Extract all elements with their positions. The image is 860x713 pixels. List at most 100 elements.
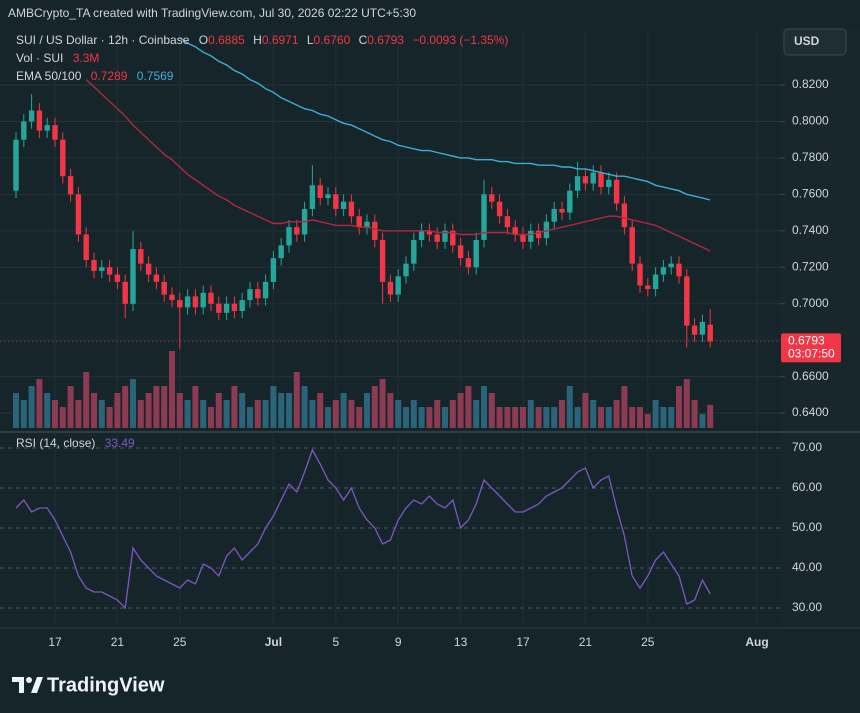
volume-bar (340, 393, 347, 428)
candle-body (21, 121, 27, 140)
candle-body (699, 321, 706, 335)
y-tick-label: 0.8200 (792, 77, 829, 91)
candle-body (543, 221, 550, 239)
candle-body (590, 172, 596, 184)
volume-bar (481, 386, 487, 428)
candle-body (340, 201, 347, 209)
candle-body (36, 110, 43, 131)
ema-line (179, 37, 711, 201)
volume-layer (13, 351, 714, 428)
candle-body (44, 125, 50, 131)
volume-bar (239, 393, 246, 428)
close-value: 0.6793 (367, 33, 404, 47)
volume-bar (426, 407, 433, 428)
volume-bar (75, 400, 82, 428)
candle-body (200, 292, 206, 308)
candle-body (481, 194, 487, 240)
volume-bar (668, 407, 675, 428)
volume-bar (231, 386, 238, 428)
candle-body (652, 274, 659, 290)
volume-bar (434, 400, 441, 428)
rsi-value: 33.49 (105, 436, 135, 450)
volume-bar (200, 400, 207, 428)
volume-bar (410, 400, 417, 428)
y-tick-label: 0.7800 (792, 150, 829, 164)
volume-bar (551, 407, 558, 428)
volume-bar (36, 379, 43, 428)
y-tick-label: 0.7400 (792, 223, 829, 237)
candle-body (138, 249, 144, 264)
candle-body (294, 227, 300, 235)
volume-bar (582, 393, 589, 428)
candle-body (535, 230, 542, 239)
candle-body (551, 208, 557, 222)
symbol-title: SUI / US Dollar · 12h · Coinbase (16, 33, 190, 47)
candle-body (660, 267, 667, 275)
currency-label[interactable]: USD (794, 34, 820, 48)
candle-body (411, 239, 417, 264)
y-tick-label: 0.8000 (792, 114, 829, 128)
candle-body (278, 245, 284, 259)
volume-value: 3.3M (73, 51, 100, 65)
volume-bar (161, 386, 168, 428)
volume-bar (106, 407, 113, 428)
candle-body (676, 263, 682, 277)
candle-body (247, 289, 253, 301)
candle-body (192, 296, 199, 308)
candle-body (707, 324, 713, 342)
volume-bar (652, 400, 659, 428)
volume-bar (184, 400, 191, 428)
rsi-layer (15, 448, 711, 610)
candle-body (668, 263, 674, 268)
volume-bar (566, 386, 573, 428)
volume-bar (192, 386, 199, 428)
candle-body (130, 249, 136, 304)
ema100-value: 0.7569 (137, 69, 174, 83)
volume-bar (176, 393, 183, 428)
candle-body (99, 267, 105, 271)
x-tick-label: 5 (332, 635, 339, 649)
candle-body (169, 294, 175, 301)
volume-bar (512, 407, 519, 428)
candle-body (613, 179, 620, 204)
volume-bar (83, 372, 90, 428)
volume-legend: Vol · SUI 3.3M (16, 51, 99, 65)
candle-body (317, 185, 323, 199)
volume-bar (247, 407, 253, 428)
candle-body (13, 139, 19, 191)
y-tick-label: 0.6400 (792, 405, 829, 419)
candle-body (255, 289, 261, 299)
volume-bar (364, 393, 370, 428)
ema-layer (0, 37, 780, 342)
volume-bar (465, 386, 472, 428)
candle-body (426, 230, 433, 235)
candle-body (270, 258, 277, 282)
y-tick-label: 0.7000 (792, 296, 829, 310)
logo-mark-v (31, 677, 43, 693)
candle-body (91, 259, 97, 271)
volume-bar (169, 351, 175, 428)
volume-bar (262, 400, 269, 428)
currency-button-box[interactable] (783, 28, 847, 56)
candle-body (262, 281, 269, 299)
candle-body (379, 239, 386, 282)
rsi-label: RSI (14, close) (16, 436, 95, 450)
candle-body (67, 176, 74, 195)
rsi-tick-label: 40.00 (792, 560, 822, 574)
candle-layer (13, 94, 713, 350)
volume-bar (91, 393, 97, 428)
volume-bar (293, 372, 300, 428)
candle-body (598, 172, 604, 188)
volume-bar (660, 407, 667, 428)
label-layer: 0.64000.66000.68000.70000.72000.74000.76… (48, 77, 829, 649)
candle-body (216, 303, 222, 313)
volume-bar (457, 393, 464, 428)
candle-body (286, 227, 292, 246)
candle-body (145, 263, 152, 275)
x-tick-label: 17 (516, 635, 530, 649)
volume-bar (605, 407, 612, 428)
currency-button[interactable]: USD (783, 28, 847, 56)
volume-bar (348, 400, 355, 428)
